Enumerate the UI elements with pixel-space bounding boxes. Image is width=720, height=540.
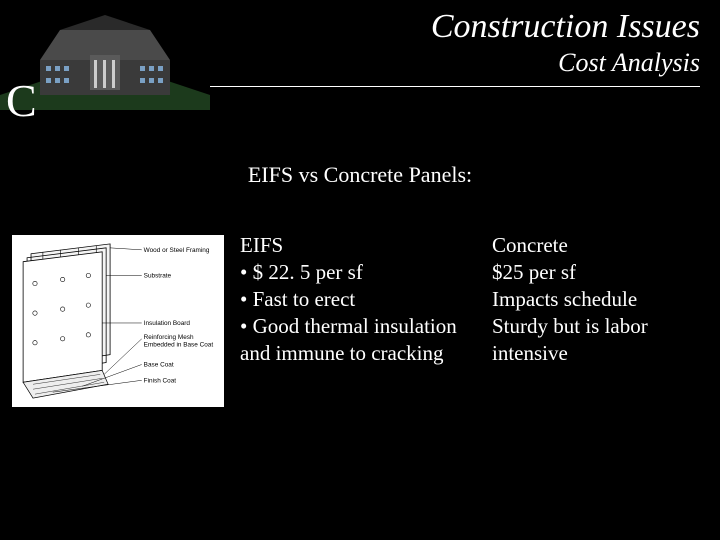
comparison-columns: EIFS • $ 22. 5 per sf • Fast to erect • … [240,232,702,366]
header-rule [210,86,700,87]
page-title: Construction Issues [431,8,700,46]
eifs-column: EIFS • $ 22. 5 per sf • Fast to erect • … [240,232,472,366]
concrete-item: $25 per sf [492,259,702,286]
diagram-label: Embedded in Base Coat [144,342,214,349]
concrete-heading: Concrete [492,232,702,259]
eifs-diagram-svg: Wood or Steel Framing Substrate Insulati… [13,236,223,406]
diagram-label: Wood or Steel Framing [144,247,210,254]
concrete-column: Concrete $25 per sf Impacts schedule Stu… [492,232,702,366]
concrete-item: Sturdy but is labor intensive [492,313,702,367]
diagram-label: Reinforcing Mesh [144,334,194,341]
diagram-label: Substrate [144,273,172,280]
eifs-diagram: Wood or Steel Framing Substrate Insulati… [12,235,224,407]
concrete-item: Impacts schedule [492,286,702,313]
diagram-label: Finish Coat [144,377,177,384]
side-letter: C [6,74,37,127]
diagram-label: Base Coat [144,361,174,368]
eifs-item: • Good thermal insulation and immune to … [240,313,472,367]
diagram-label: Insulation Board [144,320,191,327]
eifs-heading: EIFS [240,232,472,259]
eifs-item: • Fast to erect [240,286,472,313]
title-block: Construction Issues Cost Analysis [431,8,700,78]
section-heading: EIFS vs Concrete Panels: [0,162,720,188]
eifs-item: • $ 22. 5 per sf [240,259,472,286]
page-subtitle: Cost Analysis [431,48,700,78]
